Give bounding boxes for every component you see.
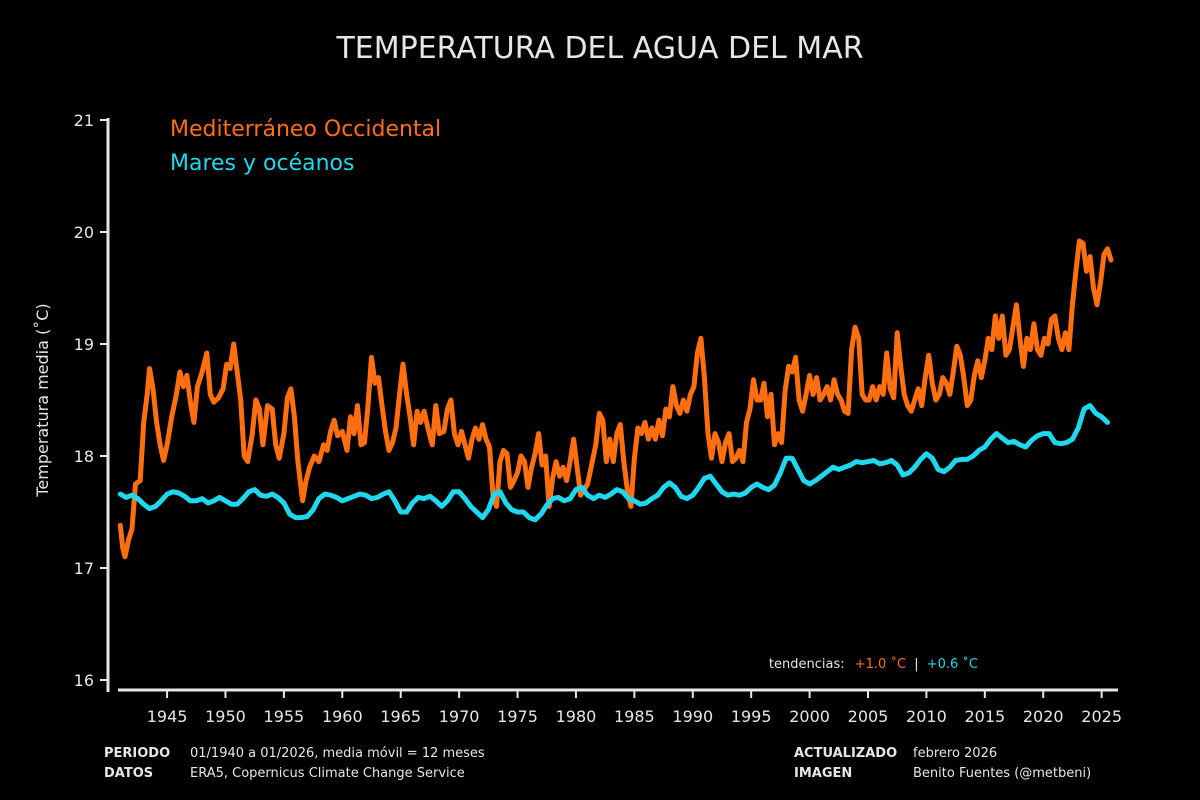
footer-actualizado-value: febrero 2026 <box>913 746 997 761</box>
series-line-mediterraneo <box>117 238 1114 560</box>
y-tick-label: 18 <box>74 447 94 466</box>
x-tick-label: 2025 <box>1081 707 1122 726</box>
trend-ocean: +0.6 ˚C <box>927 656 978 672</box>
x-tick-label: 1970 <box>439 707 480 726</box>
x-tick-label: 2005 <box>848 707 889 726</box>
footer-imagen-label: IMAGEN <box>794 766 852 781</box>
trend-label: tendencias: <box>769 657 845 672</box>
x-tick-label: 2020 <box>1023 707 1064 726</box>
x-tick-label: 1945 <box>147 707 188 726</box>
x-tick-label: 2015 <box>964 707 1005 726</box>
chart-title: TEMPERATURA DEL AGUA DEL MAR <box>335 31 863 66</box>
x-tick-label: 2010 <box>906 707 947 726</box>
trend-note: tendencias: +1.0 ˚C | +0.6 ˚C <box>769 656 978 672</box>
footer-imagen-value: Benito Fuentes (@metbeni) <box>913 766 1091 781</box>
y-axis-label: Temperatura media (˚C) <box>33 303 52 497</box>
trend-sep: | <box>914 657 918 672</box>
footer-actualizado-label: ACTUALIZADO <box>794 746 897 761</box>
x-tick-label: 1965 <box>380 707 421 726</box>
x-tick-label: 1995 <box>731 707 772 726</box>
series-lines <box>117 238 1114 560</box>
series-line-oceanos <box>117 403 1110 523</box>
x-tick-label: 2000 <box>789 707 830 726</box>
footer-periodo-value: 01/1940 a 01/2026, media móvil = 12 mese… <box>190 746 485 761</box>
y-tick-label: 20 <box>74 223 94 242</box>
x-tick-label: 1985 <box>614 707 655 726</box>
trend-med: +1.0 ˚C <box>855 656 906 672</box>
x-tick-label: 1955 <box>264 707 305 726</box>
y-tick-label: 21 <box>74 111 94 130</box>
y-tick-label: 16 <box>74 671 94 690</box>
footer-datos-label: DATOS <box>104 766 153 781</box>
footer-datos-value: ERA5, Copernicus Climate Change Service <box>190 766 465 781</box>
x-tick-label: 1975 <box>497 707 538 726</box>
x-tick-label: 1990 <box>672 707 713 726</box>
footer: PERIODO 01/1940 a 01/2026, media móvil =… <box>104 746 1091 781</box>
x-tick-label: 1960 <box>322 707 363 726</box>
x-ticks: 1945 1950 1955 1960 1965 1970 1975 1980 1985 1990… <box>147 690 1122 726</box>
legend-entry-mediterraneo: Mediterráneo Occidental <box>170 117 441 142</box>
x-tick-label: 1980 <box>556 707 597 726</box>
y-tick-label: 17 <box>74 559 94 578</box>
y-tick-label: 19 <box>74 335 94 354</box>
y-ticks: 16 17 18 19 20 21 <box>74 111 108 690</box>
footer-periodo-label: PERIODO <box>104 746 170 761</box>
x-tick-label: 1950 <box>205 707 246 726</box>
legend-entry-oceanos: Mares y océanos <box>170 151 354 176</box>
